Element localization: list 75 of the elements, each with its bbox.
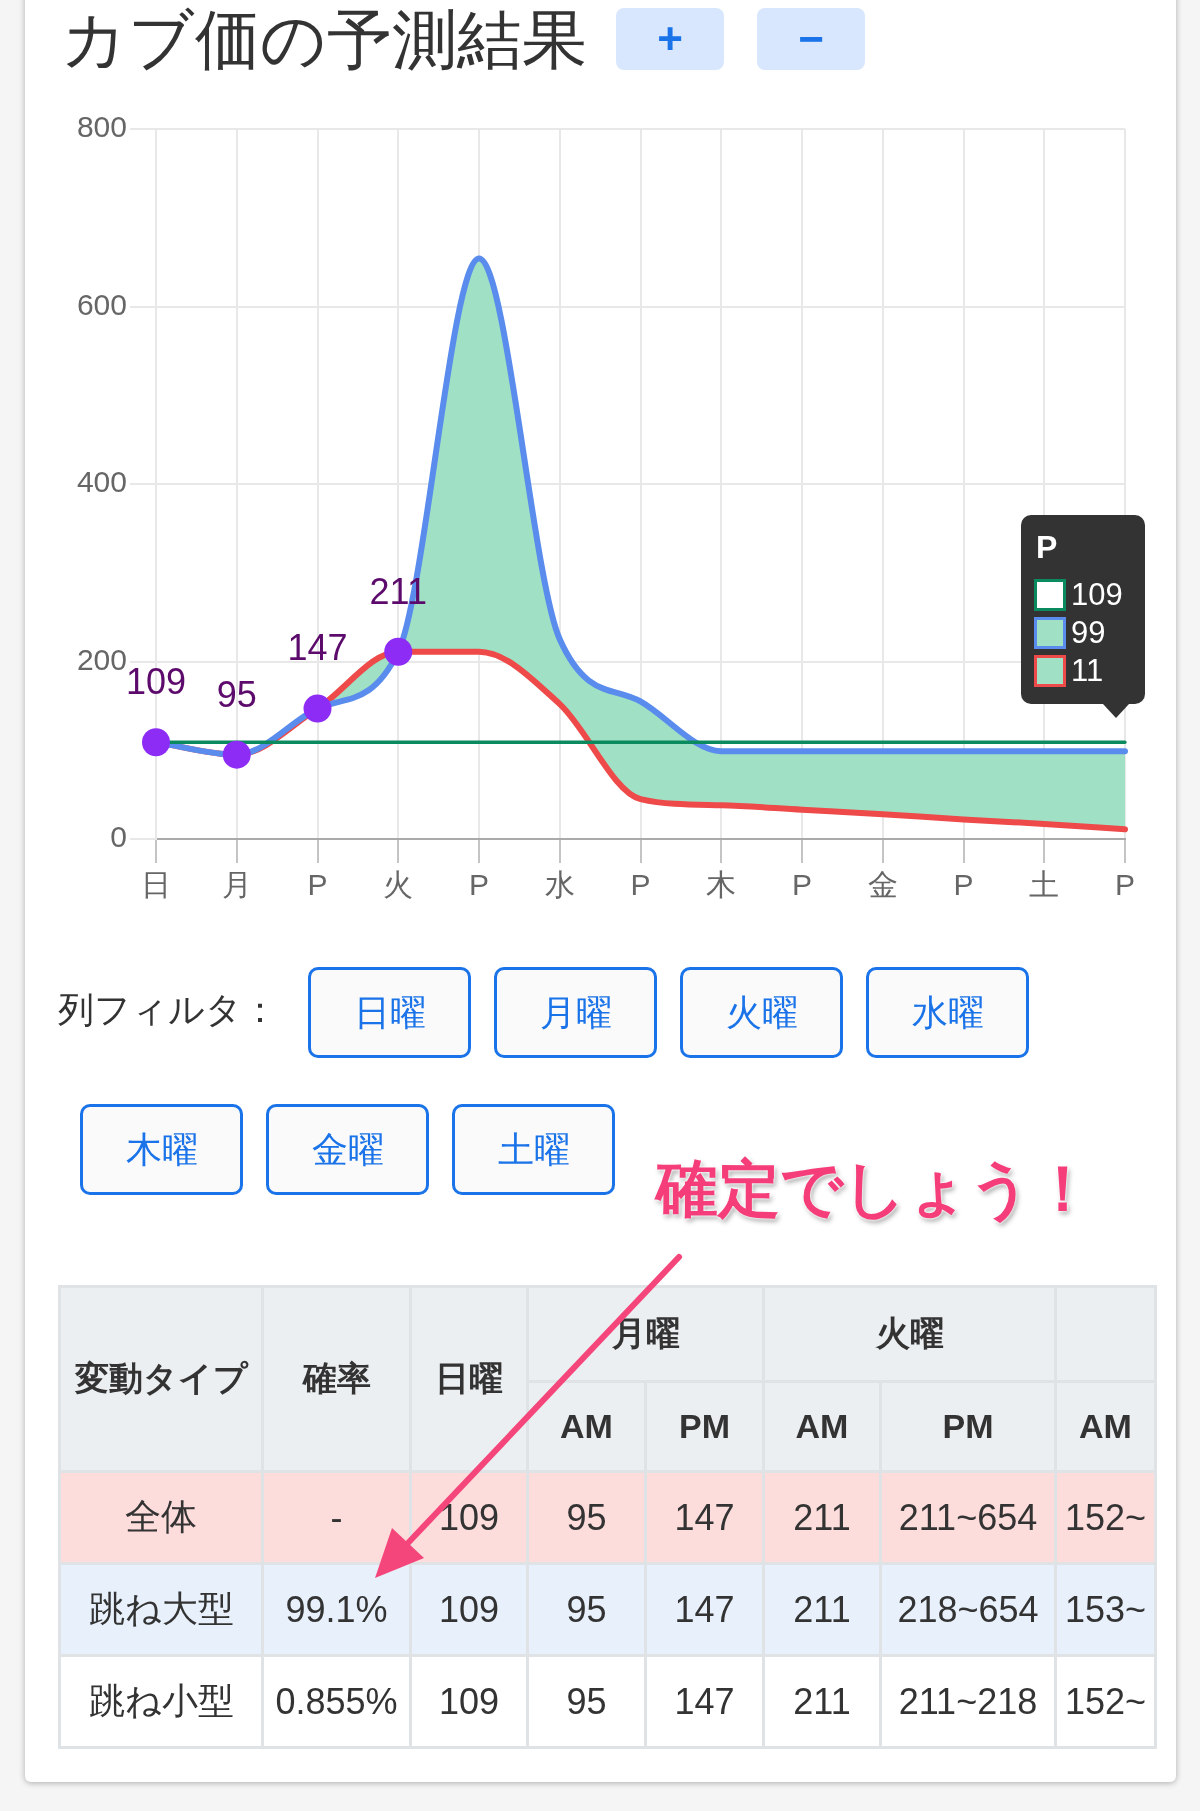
text: 全体 [59,1471,263,1564]
x-tick-label: P [630,868,651,902]
x-tick-label: 水 [544,868,575,902]
text: 日曜 [410,1286,528,1472]
text: 211~654 [880,1471,1056,1564]
data-label: 109 [125,661,187,703]
y-tick-label: 0 [110,820,127,854]
x-tick-label: P [791,868,813,902]
x-tick-label: 火 [383,868,414,902]
text: 跳ね大型 [59,1563,263,1656]
text: 147 [645,1655,764,1748]
text: 95 [527,1471,646,1564]
point [222,740,251,769]
text: 152~ [1055,1655,1156,1748]
text: 95 [527,1563,646,1656]
x-tick-label: 木 [706,868,737,902]
y-tick-label: 400 [76,465,127,499]
text: AM [527,1381,646,1472]
y-tick-label: 200 [76,642,127,676]
text: 109 [410,1471,528,1564]
y-tick-label: 600 [76,287,127,321]
button: 水曜 [866,967,1029,1058]
data-label: 95 [216,673,257,715]
text: PM [645,1381,764,1472]
text: 211 [763,1655,881,1748]
text: 218~654 [880,1563,1056,1656]
text: 95 [527,1655,646,1748]
x-tick-label: P [1114,868,1136,902]
button: 日曜 [308,967,471,1058]
annotation: 109 [1071,576,1123,614]
text: 確定でしょう！ [656,1153,1094,1225]
button: 金曜 [266,1104,429,1195]
point [303,694,332,723]
button: 火曜 [680,967,843,1058]
text: 211 [763,1471,881,1564]
text: 変動タイプ [59,1286,263,1472]
x-tick-label: P [307,868,328,902]
x-tick-label: P [468,868,490,902]
button: 木曜 [80,1104,243,1195]
text: 月曜 [527,1286,764,1382]
text: 152~ [1055,1471,1156,1564]
text: 99.1% [262,1563,411,1656]
text: 109 [410,1563,528,1656]
x-tick-label: P [953,868,974,902]
x-tick-label: 月 [221,868,252,902]
text: 火曜 [763,1286,1056,1382]
text: 0.855% [262,1655,411,1748]
text: 109 [410,1655,528,1748]
point [384,637,413,666]
text: 211 [763,1563,881,1656]
text: 147 [645,1563,764,1656]
button: 土曜 [452,1104,615,1195]
text: AM [763,1381,881,1472]
x-tick-label: 土 [1029,868,1060,902]
text: AM [1055,1381,1156,1472]
text: PM [880,1381,1056,1472]
text: 153~ [1055,1563,1156,1656]
text: 147 [645,1471,764,1564]
y-tick-label: 800 [76,110,127,144]
point [142,728,170,757]
x-tick-label: 日 [141,868,171,902]
text: 列フィルタ： [58,988,278,1032]
button: + [616,8,724,70]
data-label: 147 [287,627,348,669]
category-label: P [1036,529,1058,565]
annotation: 99 [1071,614,1106,652]
text: 確率 [262,1286,411,1472]
button: 月曜 [494,967,657,1058]
button: − [757,8,865,70]
x-tick-label: 金 [867,868,898,902]
text: 211~218 [880,1655,1056,1748]
text: - [262,1471,411,1564]
chart-title: カブ価の予測結果 [61,2,587,78]
text: 跳ね小型 [59,1655,263,1748]
annotation: 11 [1071,652,1104,690]
